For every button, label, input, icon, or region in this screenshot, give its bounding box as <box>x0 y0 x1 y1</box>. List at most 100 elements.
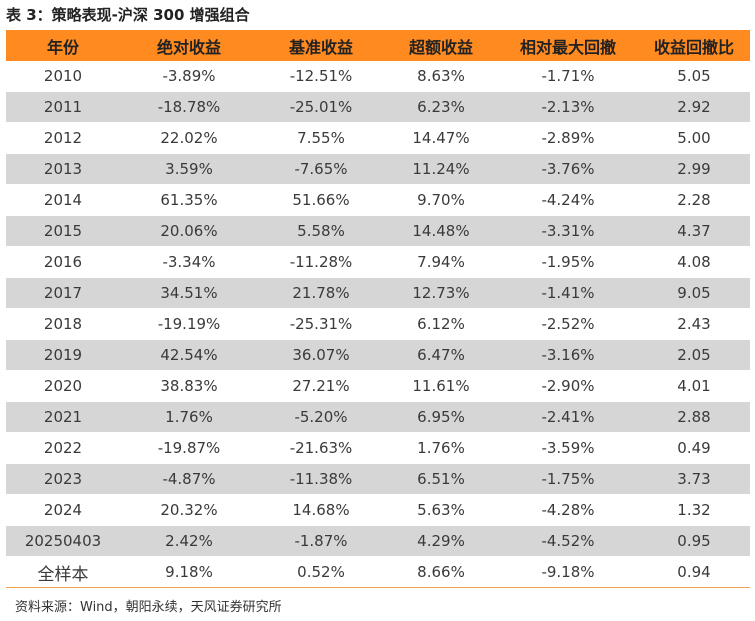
cell-relative-max-drawdown: -4.28% <box>541 501 595 519</box>
cell-return-drawdown-ratio: 4.37 <box>677 222 711 240</box>
table-row: 全样本 9.18% 0.52% 8.66% -9.18% 0.94 <box>6 557 750 588</box>
table-row: 2011 -18.78% -25.01% 6.23% -2.13% 2.92 <box>6 92 750 123</box>
cell-benchmark-return: -25.01% <box>289 98 353 116</box>
cell-relative-max-drawdown: -9.18% <box>541 563 595 581</box>
cell-absolute-return: 38.83% <box>160 377 218 395</box>
table-row: 2012 22.02% 7.55% 14.47% -2.89% 5.00 <box>6 123 750 154</box>
cell-return-drawdown-ratio: 2.05 <box>677 346 711 364</box>
cell-benchmark-return: 7.55% <box>297 129 345 147</box>
header-year: 年份 <box>46 37 79 57</box>
cell-relative-max-drawdown: -1.95% <box>541 253 595 271</box>
cell-return-drawdown-ratio: 9.05 <box>677 284 711 302</box>
header-return-drawdown-ratio: 收益回撤比 <box>653 37 734 57</box>
table-row: 2022 -19.87% -21.63% 1.76% -3.59% 0.49 <box>6 433 750 464</box>
cell-return-drawdown-ratio: 5.00 <box>677 129 711 147</box>
table-row: 2013 3.59% -7.65% 11.24% -3.76% 2.99 <box>6 154 750 185</box>
cell-return-drawdown-ratio: 1.32 <box>677 501 711 519</box>
cell-year: 2023 <box>43 470 83 488</box>
cell-year: 2016 <box>43 253 83 271</box>
table-row: 2016 -3.34% -11.28% 7.94% -1.95% 4.08 <box>6 247 750 278</box>
header-relative-max-drawdown: 相对最大回撤 <box>519 37 616 57</box>
table-row: 2014 61.35% 51.66% 9.70% -4.24% 2.28 <box>6 185 750 216</box>
cell-excess-return: 6.12% <box>417 315 465 333</box>
cell-absolute-return: 42.54% <box>160 346 218 364</box>
cell-benchmark-return: 36.07% <box>292 346 350 364</box>
cell-return-drawdown-ratio: 2.92 <box>677 98 711 116</box>
cell-year: 2019 <box>43 346 83 364</box>
cell-excess-return: 9.70% <box>417 191 465 209</box>
cell-benchmark-return: 21.78% <box>292 284 350 302</box>
cell-year: 2012 <box>43 129 83 147</box>
cell-excess-return: 11.61% <box>412 377 470 395</box>
cell-excess-return: 6.95% <box>417 408 465 426</box>
cell-excess-return: 4.29% <box>417 532 465 550</box>
cell-year: 2010 <box>43 67 83 85</box>
cell-return-drawdown-ratio: 0.49 <box>677 439 711 457</box>
table-row: 2020 38.83% 27.21% 11.61% -2.90% 4.01 <box>6 371 750 402</box>
cell-return-drawdown-ratio: 4.01 <box>677 377 711 395</box>
cell-benchmark-return: -11.28% <box>289 253 353 271</box>
cell-excess-return: 5.63% <box>417 501 465 519</box>
cell-return-drawdown-ratio: 0.95 <box>677 532 711 550</box>
table-row: 2018 -19.19% -25.31% 6.12% -2.52% 2.43 <box>6 309 750 340</box>
cell-return-drawdown-ratio: 2.88 <box>677 408 711 426</box>
cell-absolute-return: 22.02% <box>160 129 218 147</box>
cell-year: 2021 <box>43 408 83 426</box>
cell-absolute-return: 34.51% <box>160 284 218 302</box>
cell-excess-return: 7.94% <box>417 253 465 271</box>
cell-absolute-return: 2.42% <box>165 532 213 550</box>
cell-absolute-return: -18.78% <box>157 98 221 116</box>
cell-return-drawdown-ratio: 5.05 <box>677 67 711 85</box>
cell-return-drawdown-ratio: 3.73 <box>677 470 711 488</box>
cell-return-drawdown-ratio: 2.28 <box>677 191 711 209</box>
cell-relative-max-drawdown: -2.89% <box>541 129 595 147</box>
cell-benchmark-return: 27.21% <box>292 377 350 395</box>
table-row: 2024 20.32% 14.68% 5.63% -4.28% 1.32 <box>6 495 750 526</box>
table-row: 20250403 2.42% -1.87% 4.29% -4.52% 0.95 <box>6 526 750 557</box>
table-row: 2021 1.76% -5.20% 6.95% -2.41% 2.88 <box>6 402 750 433</box>
cell-year: 2013 <box>43 160 83 178</box>
cell-excess-return: 14.47% <box>412 129 470 147</box>
cell-relative-max-drawdown: -3.31% <box>541 222 595 240</box>
header-absolute-return: 绝对收益 <box>156 37 221 57</box>
cell-year: 2024 <box>43 501 83 519</box>
cell-absolute-return: 9.18% <box>165 563 213 581</box>
cell-benchmark-return: 51.66% <box>292 191 350 209</box>
cell-benchmark-return: -21.63% <box>289 439 353 457</box>
cell-absolute-return: -3.89% <box>162 67 216 85</box>
cell-year: 2020 <box>43 377 83 395</box>
cell-year: 2018 <box>43 315 83 333</box>
cell-absolute-return: 61.35% <box>160 191 218 209</box>
cell-excess-return: 14.48% <box>412 222 470 240</box>
cell-relative-max-drawdown: -2.13% <box>541 98 595 116</box>
cell-excess-return: 12.73% <box>412 284 470 302</box>
cell-year: 2022 <box>43 439 83 457</box>
cell-benchmark-return: 5.58% <box>297 222 345 240</box>
table-row: 2010 -3.89% -12.51% 8.63% -1.71% 5.05 <box>6 61 750 92</box>
cell-absolute-return: 20.32% <box>160 501 218 519</box>
cell-excess-return: 6.47% <box>417 346 465 364</box>
cell-relative-max-drawdown: -3.76% <box>541 160 595 178</box>
cell-relative-max-drawdown: -3.59% <box>541 439 595 457</box>
table-row: 2023 -4.87% -11.38% 6.51% -1.75% 3.73 <box>6 464 750 495</box>
cell-absolute-return: 1.76% <box>165 408 213 426</box>
cell-relative-max-drawdown: -2.90% <box>541 377 595 395</box>
cell-absolute-return: -4.87% <box>162 470 216 488</box>
cell-year: 2011 <box>43 98 83 116</box>
cell-return-drawdown-ratio: 4.08 <box>677 253 711 271</box>
cell-benchmark-return: -5.20% <box>294 408 348 426</box>
cell-excess-return: 11.24% <box>412 160 470 178</box>
cell-relative-max-drawdown: -4.24% <box>541 191 595 209</box>
table-row: 2017 34.51% 21.78% 12.73% -1.41% 9.05 <box>6 278 750 309</box>
cell-year: 2015 <box>43 222 83 240</box>
cell-relative-max-drawdown: -1.41% <box>541 284 595 302</box>
cell-benchmark-return: -7.65% <box>294 160 348 178</box>
cell-excess-return: 6.51% <box>417 470 465 488</box>
cell-relative-max-drawdown: -1.71% <box>541 67 595 85</box>
cell-year: 2017 <box>43 284 83 302</box>
table-caption: 表 3：策略表现-沪深 300 增强组合 <box>6 6 250 24</box>
cell-year: 2014 <box>43 191 83 209</box>
header-excess-return: 超额收益 <box>408 37 473 57</box>
table-body: 2010 -3.89% -12.51% 8.63% -1.71% 5.05 2011 -18.… <box>6 61 750 588</box>
cell-relative-max-drawdown: -1.75% <box>541 470 595 488</box>
